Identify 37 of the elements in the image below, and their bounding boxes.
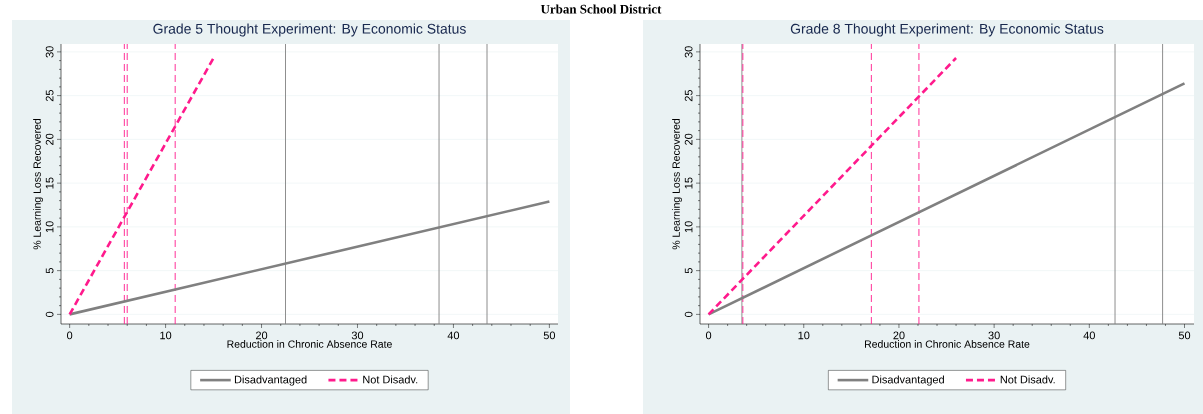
x-tick-label: 40	[447, 331, 460, 340]
y-tick-label: 15	[45, 177, 54, 189]
x-tick-label: 20	[893, 331, 905, 340]
y-tick-label: 30	[45, 46, 54, 58]
legend-label: Disadvantaged	[234, 375, 307, 386]
text: Urban School District	[540, 4, 662, 14]
x-axis-title: Reduction in Chronic Absence Rate	[865, 340, 1030, 348]
y-tick-label: 25	[684, 90, 693, 102]
x-tick-label: 30	[988, 331, 1000, 340]
x-tick-label: 10	[160, 331, 172, 340]
y-tick-label: 20	[684, 133, 693, 145]
x-tick-label: 10	[798, 331, 810, 340]
y-tick-label: 5	[45, 268, 54, 274]
chart-title: Grade 8 Thought Experiment: By Economic Status	[790, 23, 1104, 37]
y-tick-label: 20	[45, 133, 54, 145]
x-axis-title: Reduction in Chronic Absence Rate	[227, 340, 392, 348]
legend-label: Not Disadv.	[1000, 375, 1055, 384]
y-tick-label: 0	[45, 311, 54, 317]
x-tick-label: 0	[67, 331, 73, 340]
y-tick-label: 5	[684, 268, 693, 274]
y-tick-label: 0	[684, 311, 693, 317]
x-tick-label: 30	[351, 331, 364, 340]
legend-label: Not Disadv.	[363, 375, 418, 384]
chart-title: Grade 5 Thought Experiment: By Economic Status	[153, 23, 466, 37]
legend-label: Disadvantaged	[872, 375, 944, 386]
x-tick-label: 50	[1178, 331, 1191, 340]
x-tick-label: 0	[705, 331, 712, 340]
y-tick-label: 10	[684, 221, 693, 233]
y-axis-title: % Learning Loss Recovered	[672, 119, 682, 250]
y-tick-label: 15	[684, 177, 693, 189]
y-axis-title: % Learning Loss Recovered	[33, 119, 43, 250]
y-tick-label: 30	[684, 46, 693, 58]
x-tick-label: 40	[1083, 331, 1095, 340]
x-tick-label: 20	[255, 331, 268, 340]
y-tick-label: 25	[45, 90, 54, 102]
y-tick-label: 10	[45, 221, 54, 233]
x-tick-label: 50	[543, 331, 556, 340]
